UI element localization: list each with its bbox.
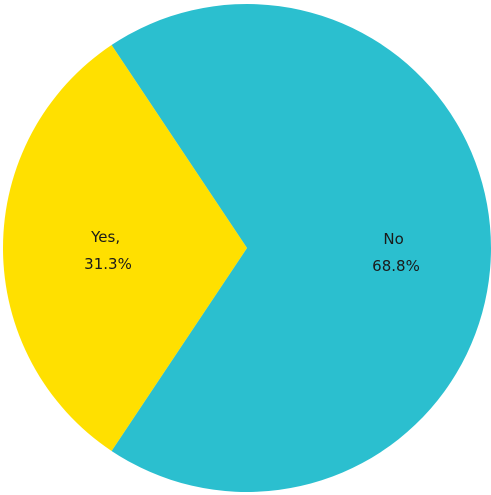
slice-label-no-name: No [383,230,403,248]
slice-label-no-value: 68.8% [372,257,420,275]
pie-slice-yes [2,45,248,451]
slice-label-yes: Yes, 31.3% [84,228,132,273]
slice-label-yes-value: 31.3% [84,255,132,273]
pie-slice-no [111,3,491,493]
slice-label-no: No 68.8% [372,230,420,275]
slice-label-yes-name: Yes, [90,228,120,246]
